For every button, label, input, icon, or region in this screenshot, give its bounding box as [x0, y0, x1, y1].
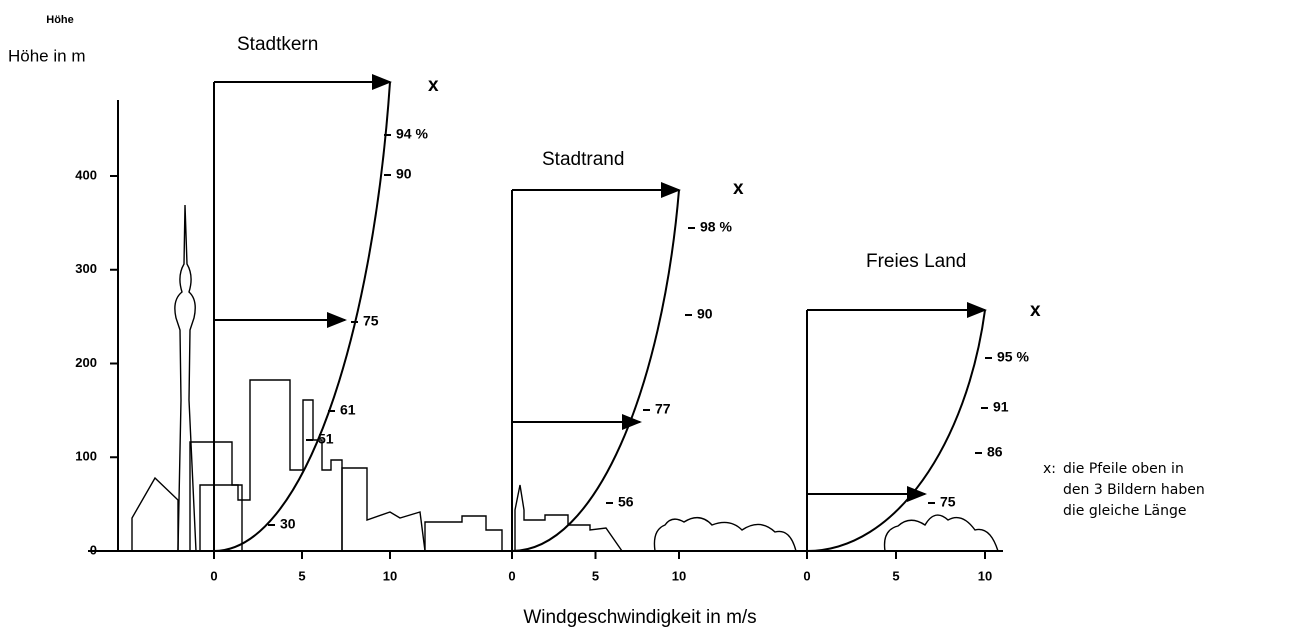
x-tick-label: 0 — [803, 568, 810, 583]
arrow-label: x — [428, 75, 439, 96]
y-tick-label: 100 — [75, 449, 97, 464]
panel-title: Freies Land — [866, 251, 966, 272]
note-line: die gleiche Länge — [1063, 503, 1187, 519]
x-tick-label: 0 — [508, 568, 515, 583]
x-tick-label: 5 — [892, 568, 899, 583]
x-tick-label: 5 — [298, 568, 305, 583]
curve-label: 51 — [318, 431, 334, 447]
wind-profile — [213, 81, 391, 552]
curve-label: 56 — [618, 494, 634, 510]
arrow-label: x — [1030, 300, 1041, 321]
x-axis-title: Windgeschwindigkeit in m/s — [523, 607, 756, 628]
curve-label: 91 — [993, 399, 1009, 415]
y-tick-label: 400 — [75, 167, 97, 182]
curve-label: 75 — [940, 494, 956, 510]
arrow-label: x — [733, 178, 744, 199]
curve-label: 98 % — [700, 219, 732, 235]
curve-label: 90 — [396, 166, 412, 182]
curve-label: 75 — [363, 313, 379, 329]
y-tick-label: 0 — [90, 542, 97, 557]
panel-title: Stadtrand — [542, 149, 624, 170]
curve-label: 94 % — [396, 126, 428, 142]
curve-label: 61 — [340, 402, 356, 418]
y-axis-title: Höhe in m — [8, 46, 85, 65]
note-marker: x: — [1043, 461, 1056, 477]
x-tick-label: 10 — [978, 568, 992, 583]
x-tick-label: 10 — [672, 568, 686, 583]
x-tick-label: 5 — [592, 568, 599, 583]
x-tick-label: 0 — [210, 568, 217, 583]
curve-label: 30 — [280, 516, 296, 532]
wind-profile — [806, 309, 986, 552]
wind-profile — [511, 189, 680, 552]
curve-label: 86 — [987, 444, 1003, 460]
y-tick-label: 300 — [75, 261, 97, 276]
y-tick-label: 200 — [75, 355, 97, 370]
curve-label: 77 — [655, 401, 671, 417]
curve-label: 95 % — [997, 349, 1029, 365]
x-tick-label: 10 — [383, 568, 397, 583]
note-line: den 3 Bildern haben — [1063, 482, 1205, 498]
panel-title: Stadtkern — [237, 34, 318, 55]
y-heading: Höhe — [46, 14, 74, 26]
note-line: die Pfeile oben in — [1063, 461, 1184, 477]
curve-label: 90 — [697, 306, 713, 322]
